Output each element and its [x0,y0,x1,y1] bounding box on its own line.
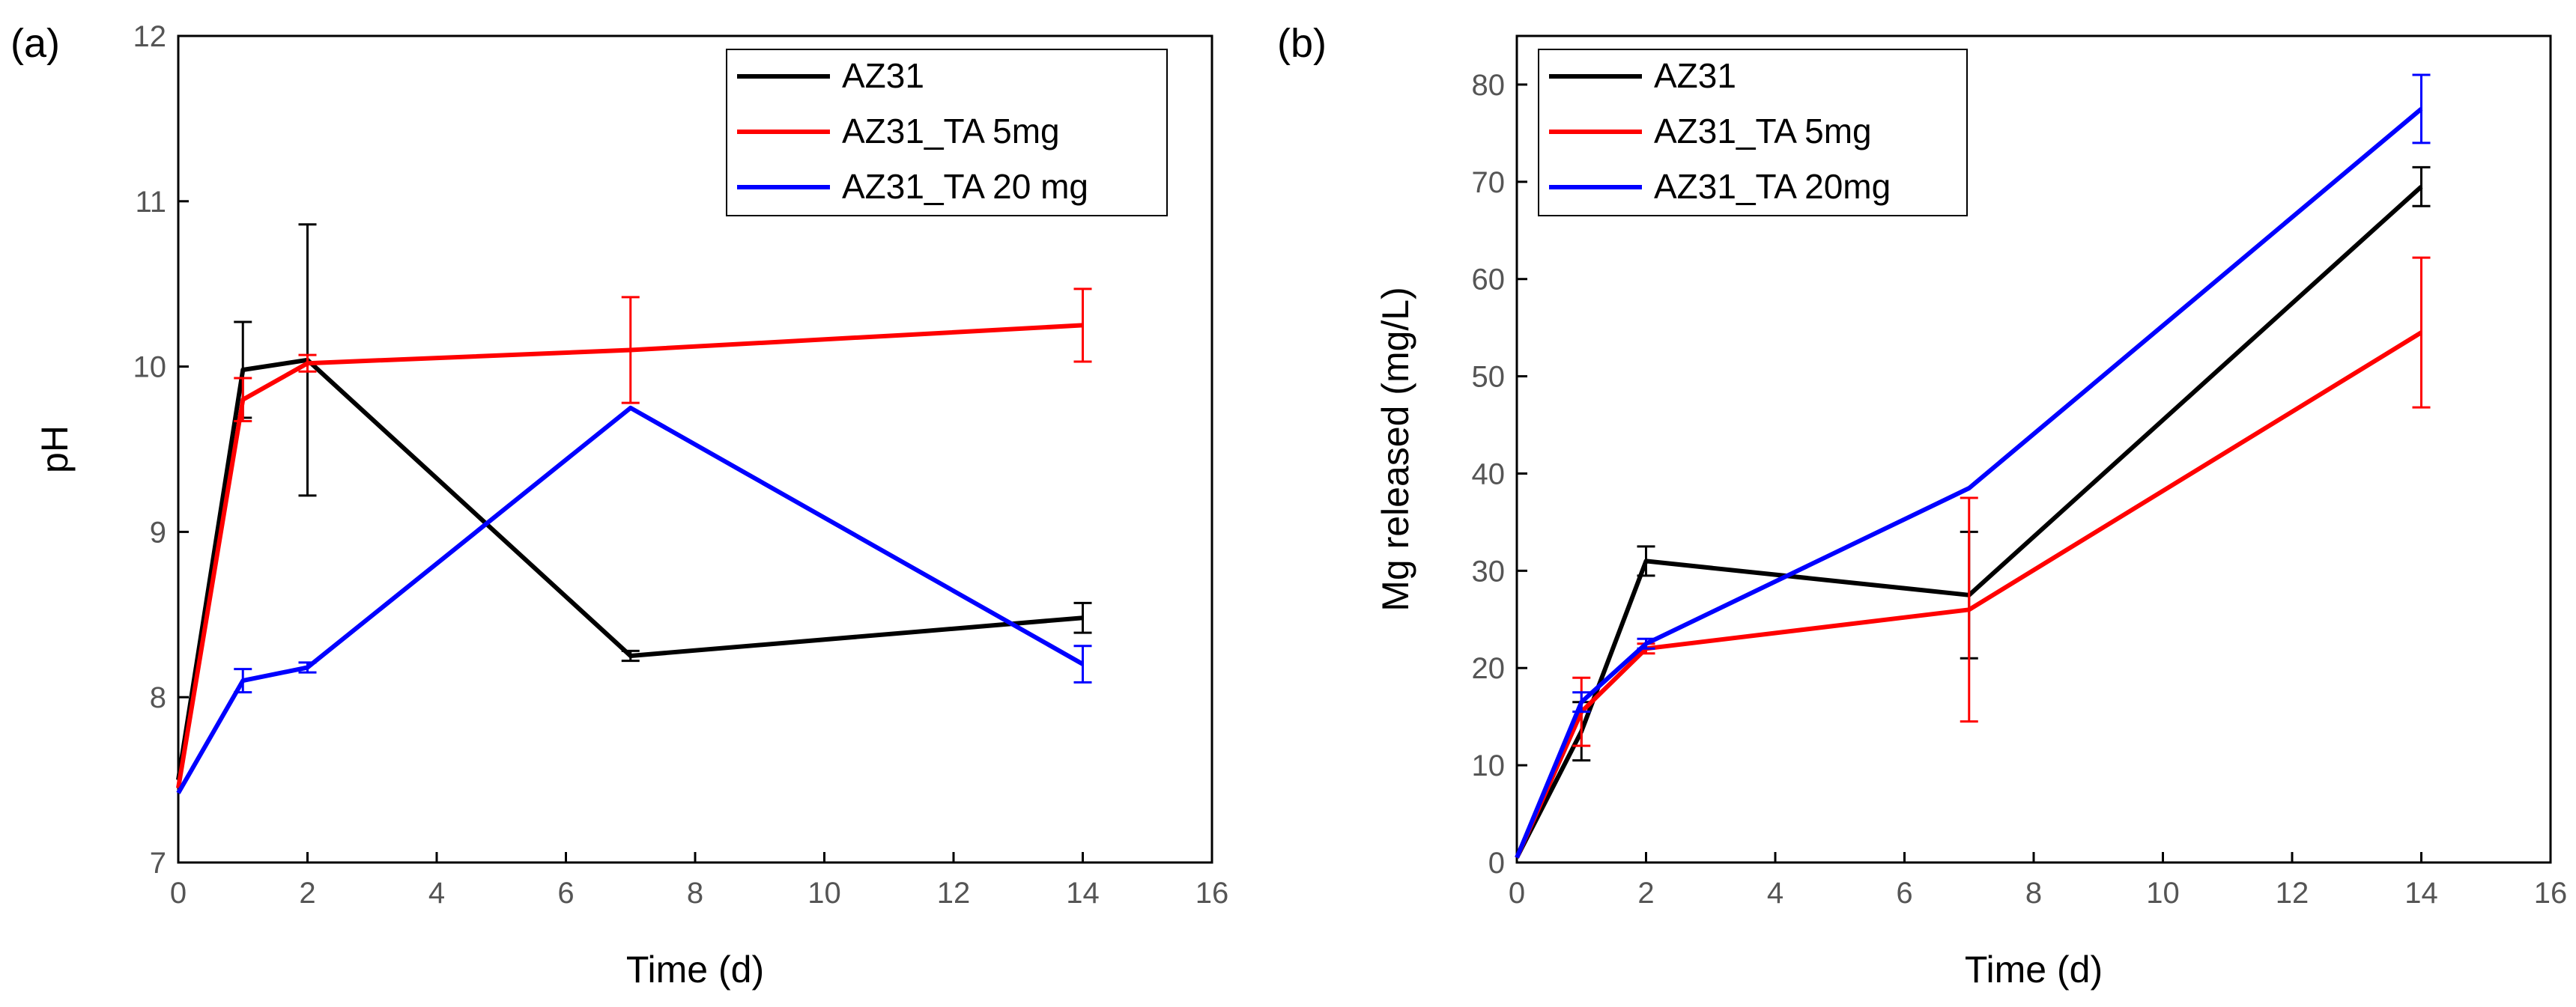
panel-a-y-tick-label: 12 [133,20,167,53]
panel-a-x-axis-title: Time (d) [626,949,764,991]
panel-b-y-tick-label: 0 [1488,847,1505,880]
panel-a-y-tick-label: 7 [150,847,166,880]
panel-a-error-bar [234,377,252,422]
panel-b-x-tick-label: 6 [1896,877,1912,910]
panel-a-y-ticks: 7 8 9 10 11 12 [133,20,189,880]
panel-a-error-bar [621,649,640,663]
panel-a-series-line-0 [176,357,1083,781]
panel-b-y-tick-label: 70 [1472,166,1506,199]
panel-a-legend: AZ31 AZ31_TA 5mg AZ31_TA 20 mg [726,49,1168,216]
panel-b-x-tick-label: 14 [2404,877,2438,910]
panel-b-label: (b) [1277,21,1327,66]
panel-a-y-axis-title: pH [34,425,76,473]
panel-a-legend-label-ta20: AZ31_TA 20 mg [842,167,1088,206]
panel-b-x-tick-label: 16 [2534,877,2568,910]
panel-b-y-tick-label: 50 [1472,361,1506,394]
panel-b-y-axis-title: Mg released (mg/L) [1375,287,1416,612]
panel-a-error-bar [1073,601,1092,634]
panel-a-error-bar [234,668,252,694]
panel-b-y-tick-label: 40 [1472,457,1506,490]
panel-b-y-tick-label: 80 [1472,69,1506,102]
panel-b-x-tick-label: 8 [2025,877,2042,910]
panel-b-series [1515,73,2431,859]
panel-a-series-line-2 [176,405,1084,794]
panel-b-legend-label-ta20: AZ31_TA 20mg [1654,167,1891,206]
panel-b-y-tick-label: 60 [1472,264,1506,296]
panel-b-x-axis-title: Time (d) [1965,949,2103,991]
panel-a-label: (a) [10,21,60,66]
panel-a-y-tick-label: 8 [150,681,166,714]
panel-a-x-tick-label: 2 [299,877,315,910]
panel-a-x-ticks: 0 2 4 6 8 10 12 14 16 [170,852,1228,910]
panel-a-error-bar [1073,288,1092,363]
panel-a-error-bar [621,296,640,404]
panel-b-x-tick-label: 4 [1767,877,1783,910]
panel-b-y-tick-label: 20 [1472,652,1506,685]
panel-b-error-bar [1637,637,1655,650]
panel-a-x-tick-label: 8 [687,877,703,910]
panel-b: (b) 0 2 4 6 8 10 12 14 16 0 10 20 30 40 50 60 70 80 Time… [1277,21,2567,991]
panel-a-x-tick-label: 12 [937,877,971,910]
panel-b-error-bar [2412,73,2431,144]
panel-b-error-bar [1637,545,1655,577]
panel-a-x-tick-label: 0 [170,877,187,910]
panel-a-x-tick-label: 10 [807,877,841,910]
panel-b-error-bar [2412,165,2431,207]
panel-a-y-tick-label: 11 [135,186,166,219]
panel-b-x-tick-label: 10 [2146,877,2180,910]
panel-a-x-tick-label: 16 [1195,877,1229,910]
panel-a-y-tick-label: 10 [133,351,167,384]
panel-a-x-tick-label: 6 [557,877,574,910]
panel-b-y-ticks: 0 10 20 30 40 50 60 70 80 [1472,69,1527,880]
panel-b-x-tick-label: 12 [2276,877,2309,910]
panel-b-y-tick-label: 10 [1472,749,1506,782]
panel-b-error-bar [1572,691,1591,714]
panel-b-x-ticks: 0 2 4 6 8 10 12 14 16 [1509,852,2567,910]
panel-b-y-tick-label: 30 [1472,555,1506,588]
panel-a-error-bar [298,661,317,674]
panel-b-legend-label-ta5: AZ31_TA 5mg [1654,112,1872,150]
panel-a-x-tick-label: 14 [1066,877,1100,910]
panel-a-x-tick-label: 4 [428,877,445,910]
panel-a-legend-label-az31: AZ31 [842,56,924,95]
panel-b-x-tick-label: 0 [1509,877,1525,910]
panel-a-series [176,223,1092,794]
panel-b-series-line-2 [1515,107,2423,859]
panel-a-legend-label-ta5: AZ31_TA 5mg [842,112,1060,150]
panel-b-error-bar [2412,256,2431,409]
panel-b-x-tick-label: 2 [1637,877,1654,910]
panel-b-legend: AZ31 AZ31_TA 5mg AZ31_TA 20mg [1538,49,1968,216]
panel-b-error-bar [1960,496,1978,723]
panel-a-error-bar [1073,645,1092,684]
panel-b-legend-label-az31: AZ31 [1654,56,1736,95]
panel-a-error-bar [298,353,317,373]
panel-a-y-tick-label: 9 [150,516,166,549]
